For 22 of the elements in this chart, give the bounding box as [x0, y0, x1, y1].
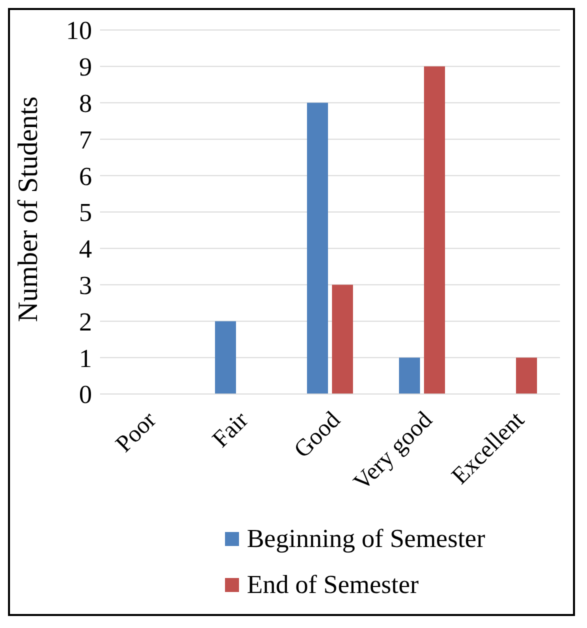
- y-axis-title: Number of Students: [12, 96, 44, 322]
- legend-label: End of Semester: [246, 570, 419, 600]
- y-tick-label: 4: [79, 234, 92, 264]
- y-tick-label: 3: [79, 271, 92, 300]
- bar: [516, 358, 537, 394]
- bar: [332, 284, 353, 394]
- y-tick-label: 6: [79, 162, 92, 191]
- legend-label: Beginning of Semester: [246, 524, 486, 554]
- bar: [215, 321, 236, 394]
- y-tick-label: 10: [66, 16, 92, 46]
- bar: [424, 66, 445, 394]
- y-tick-label: 0: [79, 380, 92, 410]
- x-tick-label: Fair: [208, 407, 254, 453]
- x-tick-label: Poor: [111, 407, 162, 458]
- y-tick-label: 2: [79, 307, 92, 336]
- y-tick-label: 7: [79, 125, 92, 154]
- y-tick-label: 1: [79, 344, 92, 373]
- bar: [399, 358, 420, 394]
- bar: [307, 102, 328, 394]
- y-tick-label: 8: [79, 89, 92, 118]
- y-tick-label: 9: [79, 52, 92, 82]
- y-tick-label: 5: [79, 198, 92, 228]
